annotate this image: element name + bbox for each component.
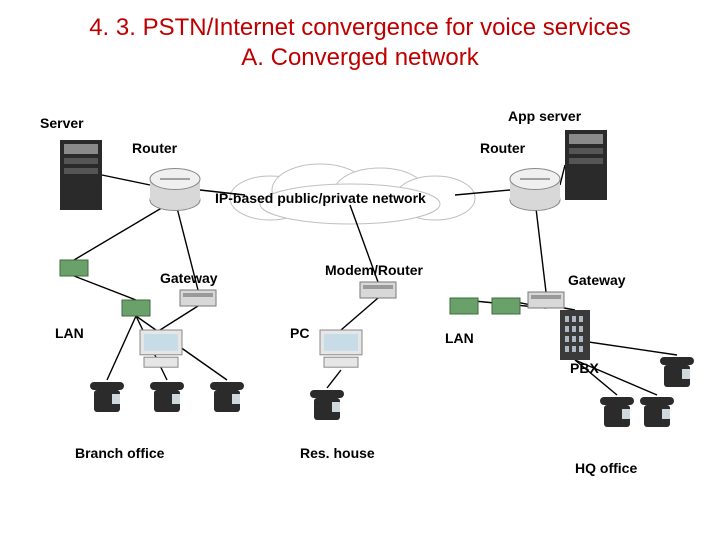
label-pbx: PBX [570, 360, 599, 376]
label-res: Res. house [300, 445, 375, 461]
label-modem: Modem/Router [325, 262, 423, 278]
label-appserver: App server [508, 108, 581, 124]
label-router-l: Router [132, 140, 177, 156]
label-pc: PC [290, 325, 309, 341]
label-router-r: Router [480, 140, 525, 156]
diagram-canvas: 4. 3. PSTN/Internet convergence for voic… [0, 0, 720, 540]
label-server: Server [40, 115, 84, 131]
label-lan-r: LAN [445, 330, 474, 346]
label-branch: Branch office [75, 445, 164, 461]
label-ipnet: IP-based public/private network [215, 190, 426, 206]
label-gateway-l: Gateway [160, 270, 218, 286]
label-lan-l: LAN [55, 325, 84, 341]
label-hq: HQ office [575, 460, 637, 476]
label-gateway-r: Gateway [568, 272, 626, 288]
